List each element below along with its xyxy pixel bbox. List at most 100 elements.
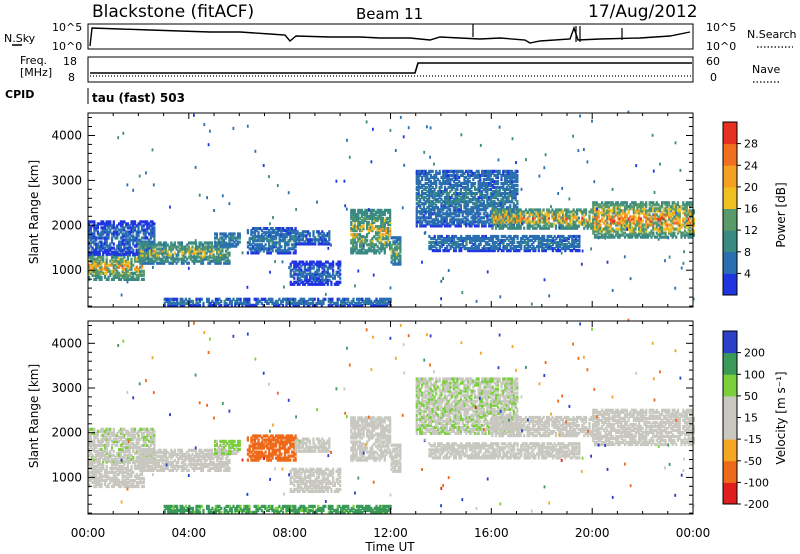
power-echo-cell [620,217,623,221]
power-echo-cell [629,221,632,225]
power-echo-cell [608,215,611,219]
power-echo-cell [179,303,182,307]
power-echo-cell [290,231,294,235]
power-echo-cell [505,185,508,190]
power-echo-cell [533,208,536,212]
power-echo-cell [517,216,520,220]
power-echo-cell [502,224,505,228]
power-echo-cell [509,226,512,230]
power-echo-cell [394,242,397,246]
power-echo-cell [498,185,501,190]
power-echo-cell [449,179,452,184]
power-echo-cell [507,218,510,222]
power-echo-cell [486,198,489,202]
power-echo-cell [102,250,105,254]
power-echo-cell [95,226,98,230]
power-echo-cell [463,238,466,243]
power-echo-cell [385,218,388,223]
power-echo-cell [470,173,473,177]
power-echo-cell [666,211,669,215]
power-echo-cell [383,220,386,225]
power-echo-cell [608,229,611,233]
power-echo-cell [481,183,484,188]
power-echo-cell [424,224,427,228]
power-echo-cell [285,233,288,237]
power-echo-cell [562,247,565,251]
power-echo-cell [609,221,612,225]
power-echo-cell [422,208,425,212]
power-echo-cell [205,241,208,245]
power-echo-cell [98,234,101,238]
power-echo-cell [417,194,420,198]
power-echo-cell [625,205,628,209]
power-echo-cell [383,227,386,231]
power-echo-cell [546,240,549,245]
power-echo-cell [505,187,508,192]
power-echo-cell [512,187,515,192]
power-echo-cell [520,243,523,247]
power-echo-cell [652,201,655,205]
power-echo-cell [255,299,258,303]
power-echo-cell [300,238,303,242]
power-echo-cell [302,260,305,264]
power-echo-cell [519,226,522,230]
power-echo-cell [661,235,664,239]
power-echo-cell [389,218,392,223]
power-echo-cell [514,192,517,196]
power-echo-cell [138,253,141,257]
power-echo-cell [509,220,512,224]
power-echo-cell [652,217,655,221]
power-echo-cell [205,245,208,249]
power-echo-cell [560,210,563,214]
power-echo-cell [415,208,418,212]
power-echo-cell [467,247,470,251]
power-echo-cell [371,214,374,219]
power-echo-cell [125,277,128,281]
power-echo-cell [218,297,221,301]
power-echo-cell [380,247,383,251]
power-echo-cell [153,236,156,240]
power-echo-cell [133,244,137,248]
noise-panel: N.Sky 10^5 10^0 10^5 10^0 N.Search [4,21,797,53]
power-echo-cell [449,169,452,173]
power-echo-cell [139,238,142,242]
power-echo-cell [118,232,121,236]
power-echo-cell [520,245,523,249]
power-echo-cell [550,234,553,239]
power-echo-cell [468,198,471,202]
power-echo-cell [380,208,383,212]
power-echo-cell [209,245,212,249]
power-echo-cell [161,251,164,255]
power-echo-cell [250,243,253,247]
power-echo-cell [669,223,672,227]
power-echo-cell [339,272,342,276]
power-echo-cell [447,173,450,177]
power-echo-cell [440,204,443,208]
power-echo-cell [314,236,317,240]
power-echo-cell [451,234,454,239]
power-echo-cell [537,243,540,247]
power-echo-cell [93,261,96,265]
power-echo-cell [512,179,515,184]
power-echo-cell [280,229,283,233]
power-echo-cell [351,225,355,229]
power-echo-cell [250,237,253,241]
power-echo-cell [638,217,641,221]
power-echo-cell [194,259,198,263]
power-echo-cell [653,217,657,221]
power-echo-cell [238,236,241,240]
power-echo-cell [175,255,178,259]
power-echo-cell [184,245,187,249]
power-echo-cell [371,212,374,217]
power-echo-cell [103,275,107,279]
power-echo-cell [275,235,278,239]
power-echo-cell [121,238,124,242]
power-echo-cell [383,223,386,227]
power-echo-cell [317,232,320,236]
power-echo-cell [438,236,442,241]
power-echo-cell [496,218,499,222]
power-echo-cell [662,201,665,205]
power-echo-cell [364,212,367,217]
power-echo-cell [595,233,598,237]
